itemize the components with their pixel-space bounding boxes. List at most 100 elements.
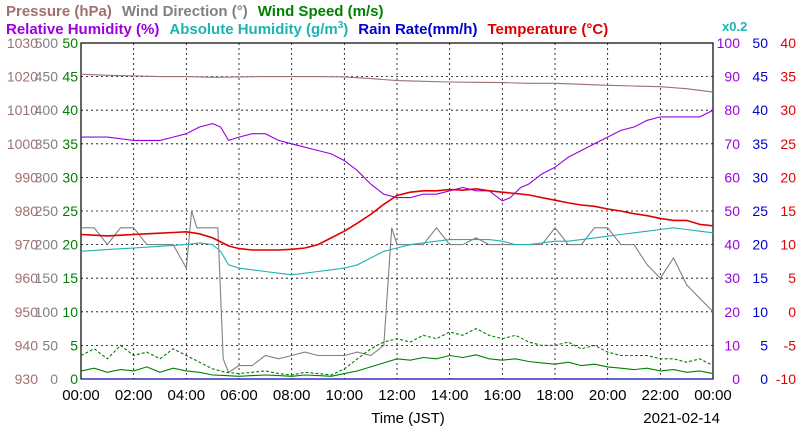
tick-rain_rate: 45	[752, 69, 768, 85]
x-tick-label: 12:00	[378, 387, 416, 404]
tick-temperature: 10	[780, 237, 796, 253]
tick-wind_speed: 10	[62, 304, 78, 320]
series-layer	[80, 73, 714, 380]
date-label: 2021-02-14	[643, 410, 720, 427]
legend-item: Relative Humidity (%)	[6, 21, 159, 38]
x-tick-label: 04:00	[168, 387, 206, 404]
tick-pressure: 970	[15, 237, 39, 253]
x-tick-label: 02:00	[115, 387, 153, 404]
tick-rain_rate: 50	[752, 35, 768, 51]
legend-item: Absolute Humidity (g/m	[169, 21, 337, 38]
tick-wind_direction: 400	[35, 102, 59, 118]
legend-row-1: Pressure (hPa) Wind Direction (°) Wind Spe…	[6, 3, 383, 20]
legend-tail: )	[343, 21, 348, 38]
tick-temperature: 25	[780, 136, 796, 152]
tick-pressure: 990	[15, 169, 39, 185]
tick-pressure: 950	[15, 304, 39, 320]
tick-humidity: 90	[724, 69, 740, 85]
tick-temperature: -10	[776, 371, 796, 387]
tick-temperature: 40	[780, 35, 796, 51]
tick-rain_rate: 15	[752, 270, 768, 286]
tick-wind_direction: 350	[35, 136, 59, 152]
legend-item: Wind Direction (°)	[122, 3, 248, 20]
series-line	[80, 354, 714, 377]
tick-rain_rate: 0	[760, 371, 768, 387]
x-tick-label: 16:00	[484, 387, 522, 404]
tick-humidity: 70	[724, 136, 740, 152]
tick-wind_speed: 0	[70, 371, 78, 387]
tick-wind_direction: 100	[35, 304, 59, 320]
x-tick-label: 18:00	[536, 387, 574, 404]
abs-humidity-scale-label: x0.2	[722, 19, 747, 34]
tick-pressure: 1030	[7, 35, 38, 51]
tick-pressure: 1020	[7, 69, 38, 85]
series-line	[80, 327, 714, 376]
tick-wind_speed: 20	[62, 237, 78, 253]
tick-pressure: 940	[15, 337, 39, 353]
tick-humidity: 20	[724, 304, 740, 320]
tick-wind_speed: 35	[62, 136, 78, 152]
tick-humidity: 80	[724, 102, 740, 118]
tick-temperature: 15	[780, 203, 796, 219]
x-tick-label: 20:00	[589, 387, 627, 404]
tick-temperature: -5	[784, 337, 797, 353]
tick-wind_direction: 250	[35, 203, 59, 219]
tick-wind_speed: 45	[62, 69, 78, 85]
x-tick-label: 22:00	[642, 387, 680, 404]
tick-wind_speed: 40	[62, 102, 78, 118]
x-axis-ticks: 00:00 02:00 04:00 06:00 08:00 10:00 12:00 14:00…	[62, 387, 732, 404]
tick-humidity: 30	[724, 270, 740, 286]
tick-temperature: 20	[780, 169, 796, 185]
tick-wind_direction: 500	[35, 35, 59, 51]
series-line	[80, 187, 714, 251]
x-tick-label: 00:00	[694, 387, 732, 404]
tick-wind_direction: 0	[50, 371, 58, 387]
tick-wind_direction: 150	[35, 270, 59, 286]
tick-humidity: 100	[717, 35, 741, 51]
tick-pressure: 1010	[7, 102, 38, 118]
legend-sup: 3	[338, 20, 344, 31]
tick-temperature: 30	[780, 102, 796, 118]
tick-rain_rate: 20	[752, 237, 768, 253]
tick-humidity: 0	[732, 371, 740, 387]
tick-humidity: 50	[724, 203, 740, 219]
tick-humidity: 10	[724, 337, 740, 353]
tick-temperature: 0	[788, 304, 796, 320]
tick-humidity: 60	[724, 169, 740, 185]
x-tick-label: 00:00	[62, 387, 100, 404]
x-tick-label: 08:00	[273, 387, 311, 404]
tick-temperature: 5	[788, 270, 796, 286]
tick-pressure: 1000	[7, 136, 38, 152]
tick-wind_direction: 450	[35, 69, 59, 85]
tick-wind_speed: 25	[62, 203, 78, 219]
tick-rain_rate: 35	[752, 136, 768, 152]
series-line	[80, 227, 714, 276]
tick-wind_direction: 300	[35, 169, 59, 185]
tick-pressure: 980	[15, 203, 39, 219]
tick-wind_speed: 5	[70, 337, 78, 353]
x-tick-label: 14:00	[431, 387, 469, 404]
axis-labels: 1030102010101000990980970960950940930500…	[7, 35, 796, 387]
tick-pressure: 930	[15, 371, 39, 387]
tick-rain_rate: 10	[752, 304, 768, 320]
tick-wind_speed: 30	[62, 169, 78, 185]
tick-rain_rate: 30	[752, 169, 768, 185]
x-tick-label: 10:00	[326, 387, 364, 404]
x-tick-label: 06:00	[220, 387, 258, 404]
legend-item: Temperature (°C)	[487, 21, 608, 38]
tick-pressure: 960	[15, 270, 39, 286]
series-line	[80, 73, 714, 93]
tick-wind_direction: 200	[35, 237, 59, 253]
legend-item: Rain Rate(mm/h)	[358, 21, 477, 38]
tick-rain_rate: 40	[752, 102, 768, 118]
series-line	[81, 109, 714, 202]
legend-row-2: Relative Humidity (%) Absolute Humidity (…	[6, 20, 608, 38]
legend-text: Pressure (hPa) Wind Direction (°) Wind Spe…	[6, 3, 383, 20]
series-line	[81, 210, 714, 374]
tick-rain_rate: 25	[752, 203, 768, 219]
plot-grid	[81, 43, 713, 379]
legend-item: Wind Speed (m/s)	[258, 3, 384, 20]
tick-wind_speed: 50	[62, 35, 78, 51]
tick-humidity: 40	[724, 237, 740, 253]
